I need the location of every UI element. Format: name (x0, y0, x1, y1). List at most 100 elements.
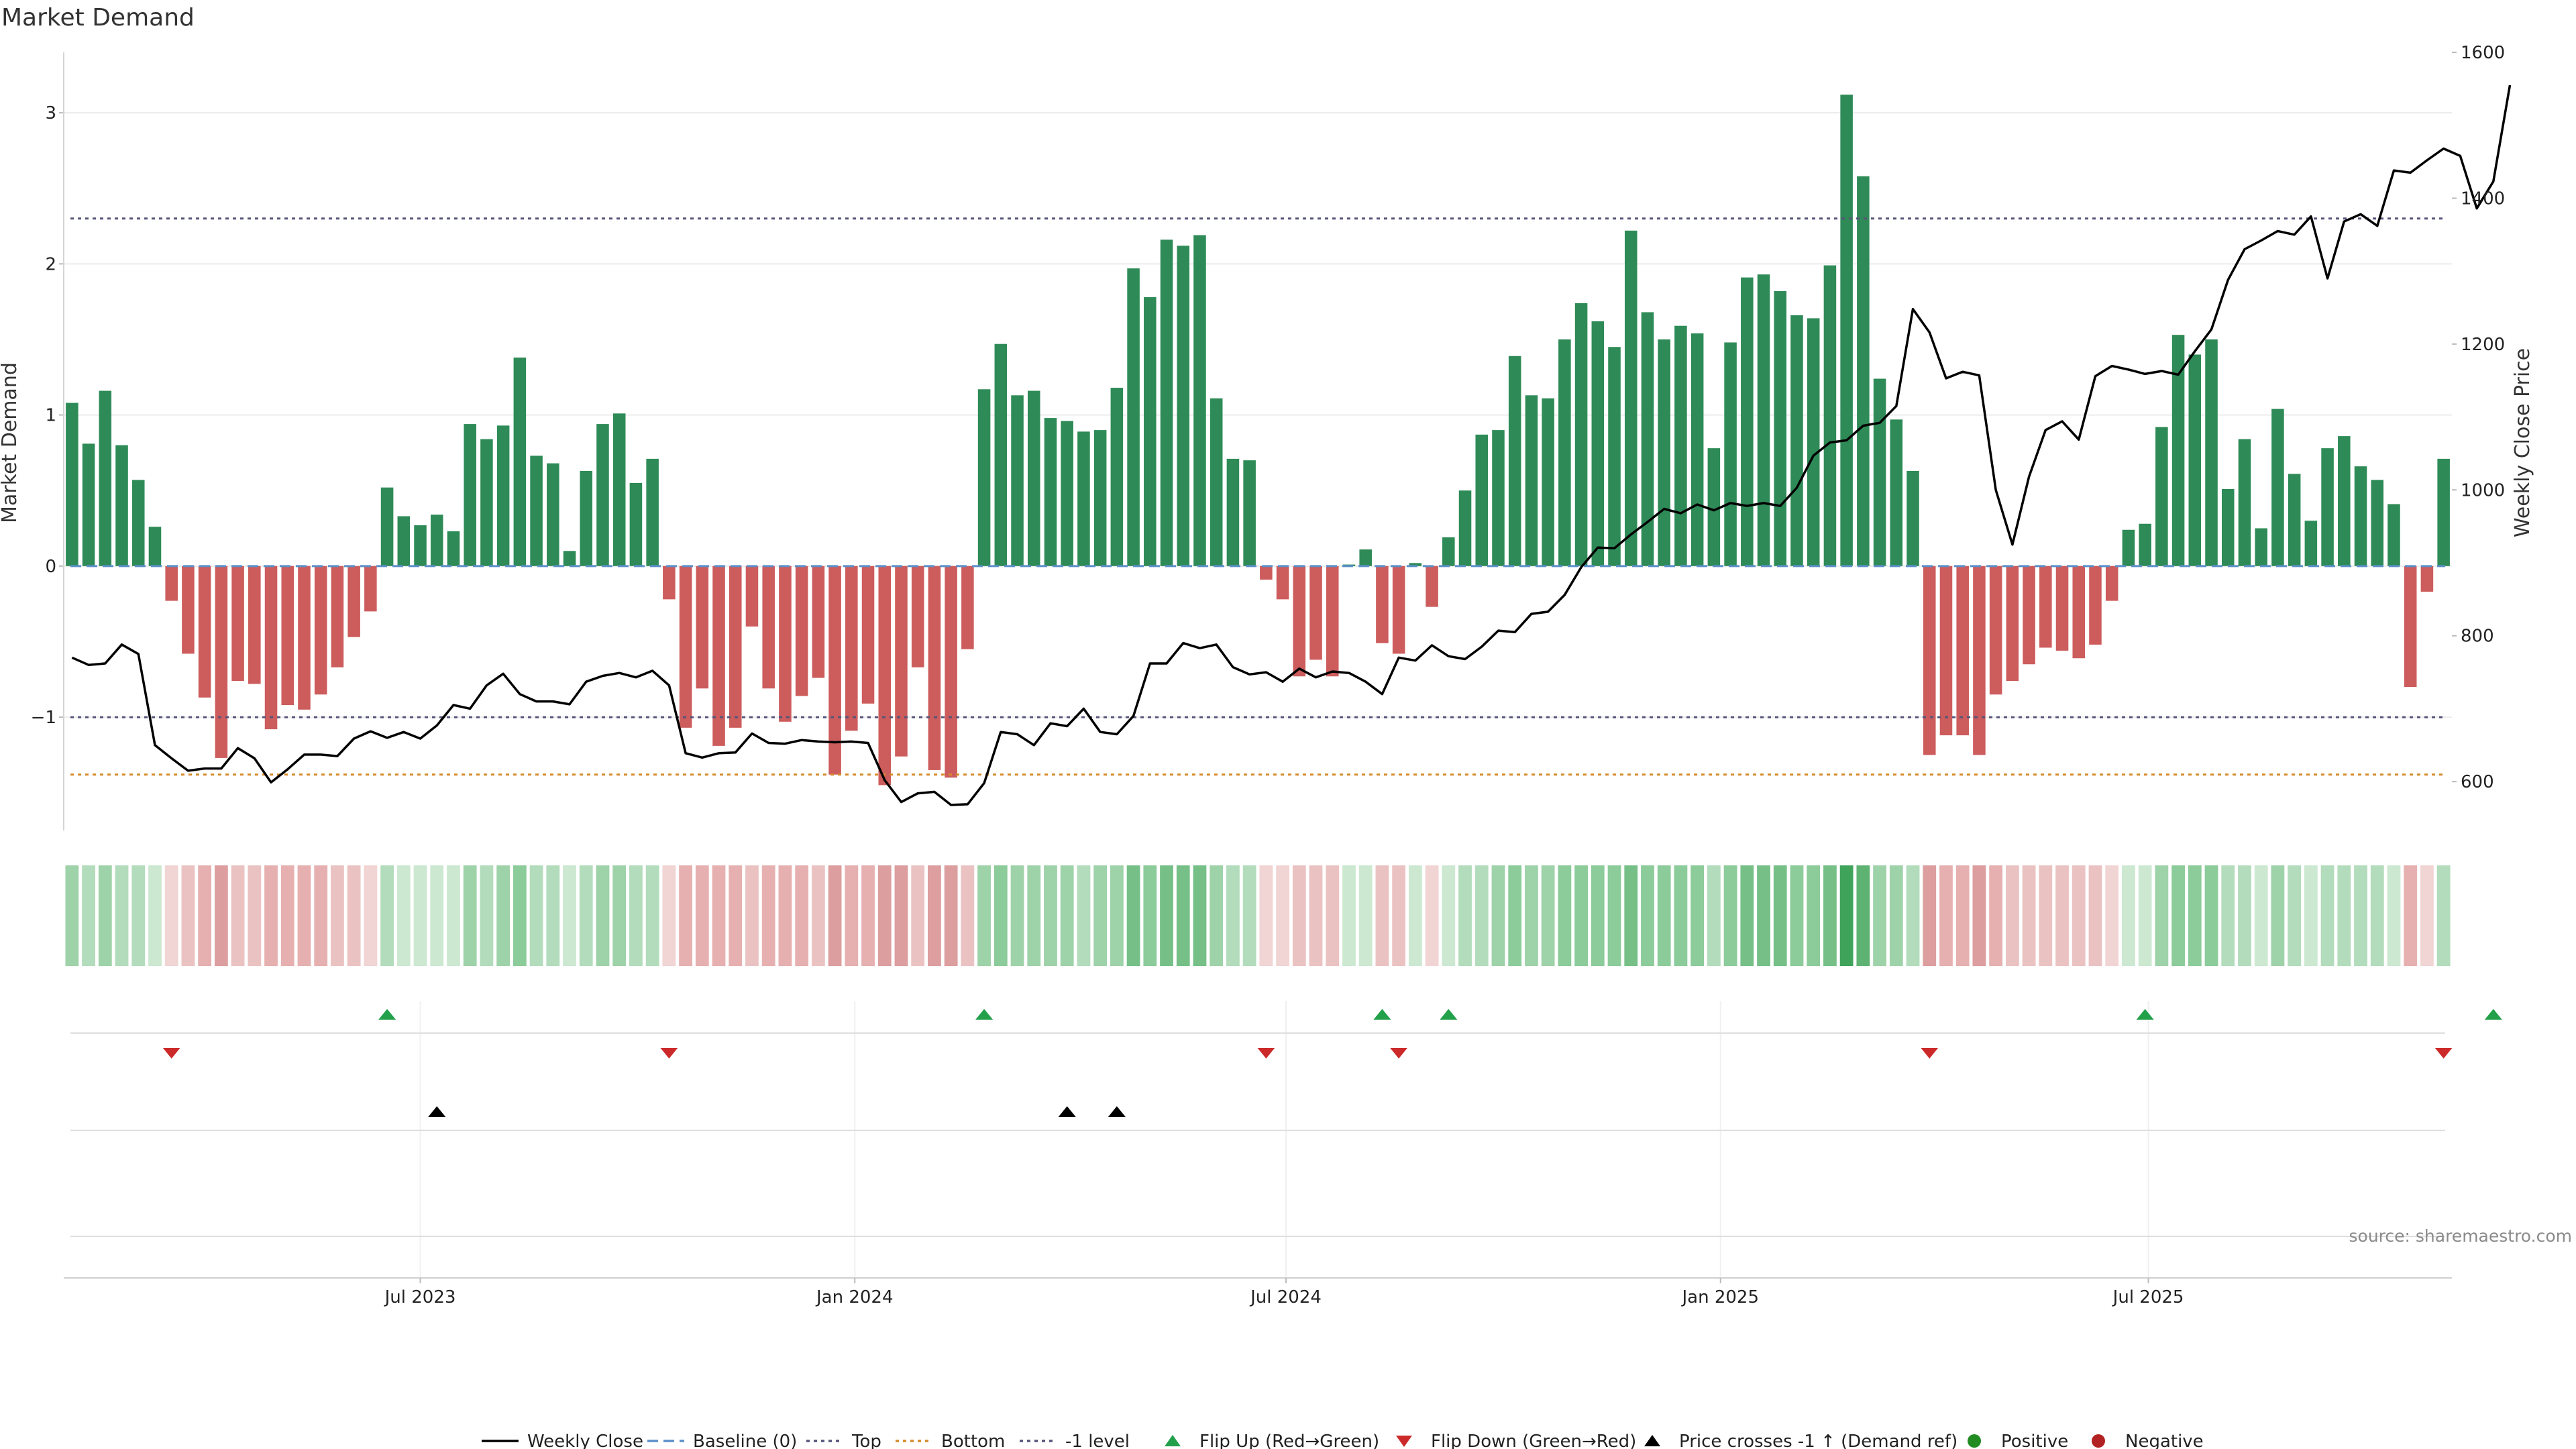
y-tick-label: 2 (45, 254, 56, 274)
demand-bar (1442, 537, 1455, 566)
heat-cell (1027, 865, 1041, 966)
heat-cell (1442, 865, 1456, 966)
demand-bar (795, 566, 808, 696)
demand-bar (2354, 466, 2367, 566)
demand-bar (580, 470, 593, 566)
heat-cell (2105, 865, 2119, 966)
heat-cell (2387, 865, 2401, 966)
heat-cell (811, 865, 825, 966)
y2-tick-label: 800 (2461, 627, 2494, 647)
demand-bar (1542, 398, 1554, 566)
demand-bar (148, 527, 162, 566)
heat-cell (2088, 865, 2102, 966)
y2-tick-label: 1600 (2461, 43, 2505, 63)
heat-cell (513, 865, 527, 966)
demand-bar (679, 566, 692, 728)
demand-bar (712, 566, 725, 746)
heat-cell (264, 865, 278, 966)
y2-tick-label: 1400 (2461, 189, 2505, 209)
demand-bar (2171, 335, 2185, 566)
demand-bar (1608, 347, 1621, 566)
heat-cell (1740, 865, 1754, 966)
demand-bar (480, 439, 493, 566)
legend: Weekly Close Baseline (0) Top Bottom -1 leve… (482, 1432, 2204, 1449)
demand-bar (2321, 448, 2334, 566)
heat-cell (164, 865, 178, 966)
heat-cell (1093, 865, 1108, 966)
heat-cell (2420, 865, 2434, 966)
demand-bar (397, 516, 411, 566)
demand-bar (1774, 290, 1787, 566)
heat-cell (2238, 865, 2251, 966)
demand-bar (928, 566, 941, 770)
main-gridlines (64, 112, 2452, 1278)
heat-cell (1591, 865, 1605, 966)
demand-bar (1790, 315, 1803, 566)
heat-cell (894, 865, 908, 966)
legend-label: Weekly Close (527, 1432, 643, 1449)
demand-bar (1823, 265, 1837, 566)
heat-cell (280, 865, 294, 966)
demand-bar (198, 566, 211, 698)
heat-cell (845, 865, 859, 966)
demand-bar (563, 551, 576, 566)
heat-cell (1126, 865, 1140, 966)
demand-bar (314, 566, 327, 695)
demand-bar (2188, 354, 2202, 566)
heat-cell (529, 865, 543, 966)
flip-down-marker (162, 1048, 180, 1059)
heat-cell (563, 865, 576, 966)
demand-bar (1458, 490, 1472, 566)
heat-cell (712, 865, 726, 966)
flip-down-marker (2434, 1048, 2453, 1059)
demand-bar (99, 390, 112, 566)
heat-cell (1143, 865, 1157, 966)
demand-bar (331, 566, 344, 667)
demand-bar (729, 566, 742, 728)
heat-cell (2005, 865, 2019, 966)
heat-cell (1044, 865, 1057, 966)
heat-cell (2320, 865, 2334, 966)
demand-bar (513, 357, 527, 566)
x-tick-label: Jul 2024 (1249, 1287, 1322, 1307)
heat-cell (1342, 865, 1356, 966)
heat-cell (629, 865, 643, 966)
legend-label: -1 level (1065, 1432, 1130, 1449)
heat-cell (1408, 865, 1422, 966)
demand-bar (1591, 321, 1605, 566)
heat-cell (1326, 865, 1340, 966)
demand-bar (1144, 297, 1157, 566)
heat-cell (1807, 865, 1821, 966)
flip-down-marker (660, 1048, 678, 1059)
demand-bar (248, 566, 261, 684)
demand-bar (1624, 230, 1638, 566)
demand-bar (1973, 566, 1986, 755)
demand-bar (2072, 566, 2086, 659)
demand-bar (2255, 528, 2267, 566)
heat-cell (612, 865, 627, 966)
demand-bar (2437, 458, 2450, 566)
demand-bar (1475, 434, 1489, 566)
demand-bar (2023, 566, 2035, 665)
demand-bar (347, 566, 360, 637)
demand-bar (547, 463, 559, 566)
chart-title: Market Demand (1, 4, 195, 32)
y2-tick-label: 1000 (2461, 480, 2505, 500)
heat-cell (2370, 865, 2384, 966)
heat-cell (496, 865, 511, 966)
demand-bar (1674, 325, 1687, 566)
flip-up-marker (2136, 1009, 2154, 1020)
demand-bar (1160, 239, 1173, 566)
heat-cell (1641, 865, 1654, 966)
heat-cell (447, 865, 460, 966)
demand-bar (1210, 398, 1223, 566)
demand-bar (1525, 395, 1538, 566)
heat-cell (1723, 865, 1737, 966)
heat-cell (2254, 865, 2268, 966)
heat-cell (1276, 865, 1289, 966)
demand-bar (861, 566, 875, 704)
heat-cell (961, 865, 975, 966)
y2-tick-label: 1200 (2461, 335, 2505, 355)
heat-cell (347, 865, 361, 966)
